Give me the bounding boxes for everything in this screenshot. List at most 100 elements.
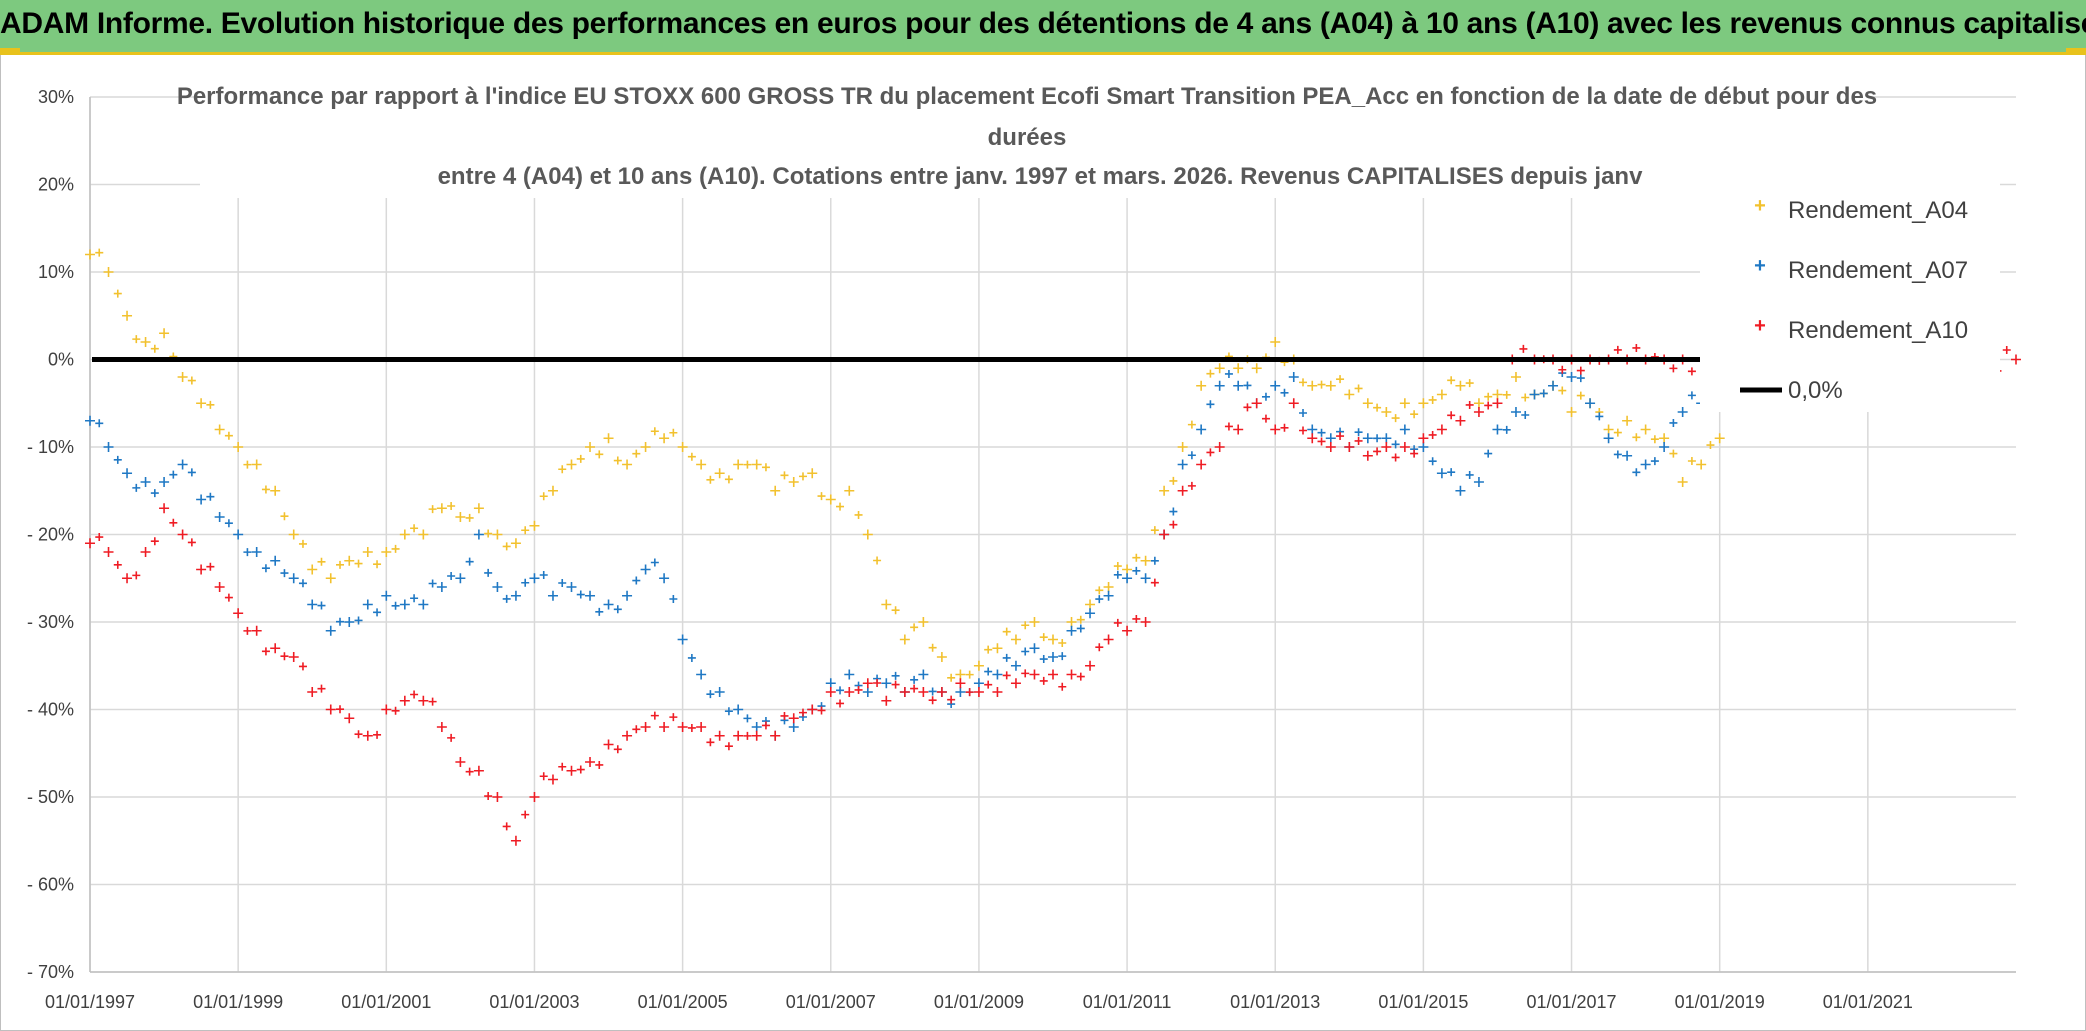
data-point [743, 714, 752, 723]
data-point [492, 529, 503, 540]
data-point [1613, 450, 1622, 459]
data-point [613, 456, 622, 465]
data-point [206, 400, 215, 409]
data-point [1159, 529, 1170, 540]
data-point [428, 697, 437, 706]
data-point [214, 582, 225, 592]
data-point [196, 494, 207, 505]
data-point [354, 730, 363, 739]
legend-backdrop [1700, 182, 2000, 412]
data-point [373, 560, 382, 569]
data-point [1317, 428, 1326, 437]
data-point [1566, 372, 1577, 382]
data-point [251, 547, 262, 557]
data-point [576, 765, 585, 774]
data-point [381, 547, 392, 557]
data-point [298, 662, 307, 671]
data-point [1428, 457, 1437, 466]
data-point [1317, 437, 1326, 446]
data-point [2011, 354, 2021, 365]
data-point [761, 463, 770, 472]
data-point [1187, 451, 1196, 460]
data-point [344, 713, 355, 724]
data-point [1521, 393, 1530, 402]
data-point [122, 468, 133, 479]
data-point [196, 398, 207, 409]
legend-marker-A04: + [1754, 195, 1766, 217]
data-point [1251, 398, 1262, 409]
data-point [558, 465, 567, 474]
data-point [1465, 400, 1474, 409]
data-point [1659, 433, 1670, 444]
data-point [1362, 450, 1373, 461]
data-point [391, 601, 400, 610]
data-point [1224, 369, 1233, 378]
data-point [196, 564, 207, 575]
data-point [547, 774, 558, 785]
data-point [1010, 634, 1021, 645]
data-point [307, 687, 318, 697]
data-point [1113, 618, 1122, 627]
data-point [1687, 367, 1696, 376]
data-point [103, 547, 114, 557]
data-point [1021, 647, 1030, 656]
data-point [1317, 380, 1326, 389]
data-point [788, 713, 799, 724]
data-point [1632, 343, 1641, 352]
data-point [1613, 428, 1622, 437]
data-point [1484, 401, 1493, 410]
data-point [270, 555, 281, 566]
data-point [973, 687, 984, 697]
data-point [1048, 669, 1058, 680]
legend-label-A10: Rendement_A10 [1788, 317, 1968, 344]
data-point [243, 548, 252, 557]
data-point [214, 512, 225, 522]
data-point [844, 687, 855, 697]
data-point [724, 475, 733, 484]
data-point [113, 289, 122, 298]
data-point [1196, 424, 1207, 435]
data-point [992, 643, 1003, 654]
data-point [595, 760, 604, 769]
data-point [714, 468, 725, 479]
data-point [307, 599, 318, 610]
data-point [947, 695, 956, 704]
data-point [1473, 407, 1484, 417]
data-point [965, 688, 974, 697]
data-point [1058, 652, 1067, 661]
data-point [187, 376, 196, 385]
data-point [1603, 433, 1614, 444]
data-point [95, 419, 104, 428]
data-point [854, 510, 863, 519]
data-point [632, 449, 641, 458]
data-point [447, 571, 456, 580]
data-point [1288, 398, 1299, 409]
y-tick-label: 10% [38, 262, 74, 282]
data-point [298, 539, 307, 548]
data-point [677, 722, 688, 732]
data-point [140, 477, 151, 487]
data-point [873, 556, 882, 565]
data-point [687, 452, 696, 461]
data-point [132, 483, 141, 492]
data-point [436, 722, 447, 732]
data-point [298, 579, 307, 588]
data-point [1354, 384, 1363, 393]
data-point [455, 512, 466, 522]
data-point [1270, 380, 1281, 391]
data-point [1455, 380, 1466, 391]
data-point [492, 792, 503, 802]
data-point [251, 625, 262, 636]
data-point [1132, 614, 1141, 623]
data-point [622, 730, 633, 741]
data-point [825, 494, 836, 505]
data-point [381, 590, 392, 601]
x-tick-label: 01/01/1997 [45, 992, 135, 1012]
data-point [640, 722, 651, 732]
data-point [714, 730, 725, 741]
data-point [928, 687, 937, 696]
data-point [521, 810, 530, 819]
data-point [1177, 485, 1188, 496]
data-point [1622, 450, 1633, 461]
